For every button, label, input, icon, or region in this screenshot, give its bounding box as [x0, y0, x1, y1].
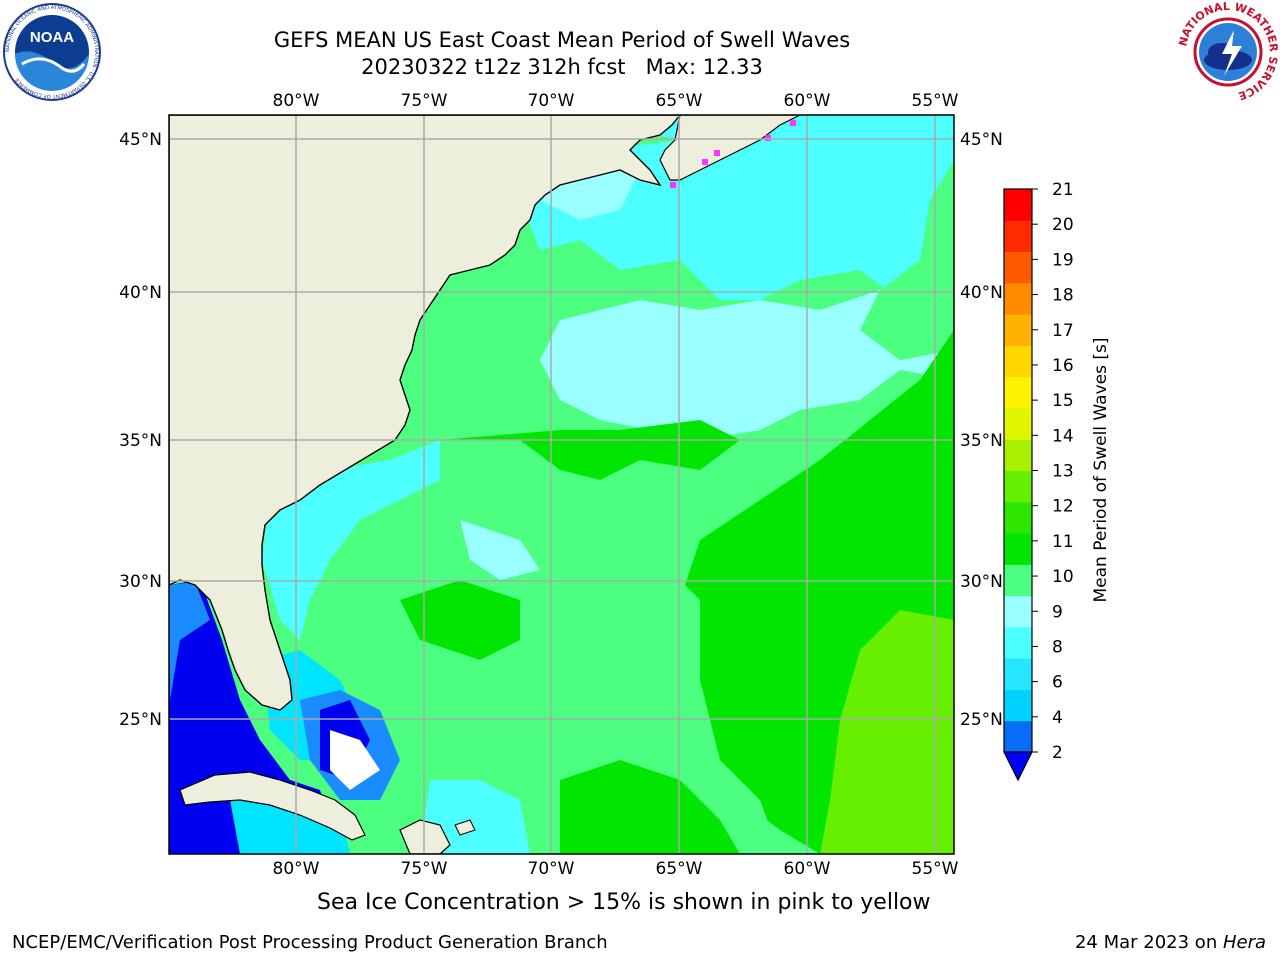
colorbar-tick-label: 18	[1052, 286, 1074, 306]
cuba-land	[179, 771, 366, 841]
lon-labels-bottom: 80°W 75°W 70°W 65°W 60°W 55°W	[273, 859, 959, 879]
lon-label: 60°W	[784, 859, 831, 879]
colorbar-tick-label: 16	[1052, 356, 1074, 376]
colorbar-tick-label: 6	[1052, 673, 1063, 693]
colorbar-swatch	[1004, 720, 1032, 753]
colorbar-swatch	[1004, 376, 1032, 409]
lon-label: 55°W	[912, 91, 959, 111]
colorbar-tick-label: 20	[1052, 215, 1074, 235]
colorbar-tick-label: 2	[1052, 743, 1063, 763]
lon-label: 75°W	[401, 91, 448, 111]
lat-labels-left: 45°N 40°N 35°N 30°N 25°N	[119, 130, 162, 730]
colorbar-tick-label: 14	[1052, 426, 1074, 446]
lon-label: 65°W	[656, 91, 703, 111]
lon-label: 70°W	[528, 91, 575, 111]
lon-label: 80°W	[273, 859, 320, 879]
colorbar-tick-label: 8	[1052, 637, 1063, 657]
colorbar-tick-label: 9	[1052, 602, 1063, 622]
date-stamp: 24 Mar 2023 on Hera	[1075, 932, 1266, 953]
puerto-rico-land	[454, 819, 476, 836]
colorbar-tick-label: 12	[1052, 497, 1074, 517]
colorbar-tick-label: 11	[1052, 532, 1074, 552]
sea-ice-note: Sea Ice Concentration > 15% is shown in …	[317, 890, 931, 915]
lat-label: 45°N	[119, 130, 162, 150]
colorbar-tick-label: 17	[1052, 321, 1074, 341]
map-panel	[169, 115, 954, 854]
colorbar-tick-label: 13	[1052, 462, 1074, 482]
colorbar-swatch	[1004, 533, 1032, 565]
date-text: 24 Mar 2023 on	[1074, 932, 1223, 953]
colorbar-swatch	[1004, 439, 1032, 471]
colorbar-swatch	[1004, 345, 1032, 378]
colorbar-swatch	[1004, 689, 1032, 722]
colorbar-swatch	[1004, 407, 1032, 440]
lon-labels-top: 80°W 75°W 70°W 65°W 60°W 55°W	[273, 91, 959, 111]
colorbar-swatch	[1004, 564, 1032, 597]
lon-label: 70°W	[528, 859, 575, 879]
lat-label: 25°N	[960, 710, 1003, 730]
hispaniola-land	[399, 819, 451, 854]
colorbar-swatch	[1004, 501, 1032, 534]
lat-label: 40°N	[960, 283, 1003, 303]
sea-ice-markers	[670, 120, 796, 188]
lat-label: 35°N	[960, 431, 1003, 451]
lat-label: 45°N	[960, 130, 1003, 150]
lon-label: 65°W	[656, 859, 703, 879]
lat-labels-right: 45°N 40°N 35°N 30°N 25°N	[960, 130, 1003, 730]
colorbar-swatch	[1004, 595, 1032, 628]
colorbar-swatch	[1004, 220, 1032, 253]
colorbar-title: Mean Period of Swell Waves [s]	[1091, 338, 1111, 603]
nova-scotia-land	[659, 115, 801, 181]
colorbar-swatch	[1004, 470, 1032, 503]
colorbar-ticks: 2 4 6 8 9 10 11 12 13 14 15 16 17 18 19 20 21	[1032, 180, 1074, 763]
lon-label: 75°W	[401, 859, 448, 879]
noaa-logo: NOAA NATIONAL OCEANIC AND ATMOSPHERIC AD…	[3, 3, 101, 101]
colorbar-tick-label: 15	[1052, 391, 1074, 411]
colorbar-swatch	[1004, 251, 1032, 284]
lat-label: 40°N	[119, 283, 162, 303]
lon-label: 55°W	[912, 859, 959, 879]
noaa-logo-text: NOAA	[30, 29, 74, 46]
lon-label: 80°W	[273, 91, 320, 111]
colorbar-swatch	[1004, 314, 1032, 346]
colorbar-swatch	[1004, 658, 1032, 690]
colorbar: 2 4 6 8 9 10 11 12 13 14 15 16 17 18 19 20 21 Mean Perio…	[1003, 180, 1111, 782]
lon-label: 60°W	[784, 91, 831, 111]
colorbar-swatch	[1004, 626, 1032, 659]
map-title: GEFS MEAN US East Coast Mean Period of S…	[273, 28, 851, 52]
colorbar-tick-label: 4	[1052, 708, 1063, 728]
lat-label: 25°N	[119, 710, 162, 730]
colorbar-extend-arrow	[1003, 751, 1033, 782]
colorbar-tick-label: 21	[1052, 180, 1074, 200]
nws-logo: NATIONAL WEATHER SERVICE	[1178, 2, 1278, 102]
lat-label: 30°N	[960, 572, 1003, 592]
machine-name: Hera	[1222, 932, 1266, 953]
producer-credit: NCEP/EMC/Verification Post Processing Pr…	[12, 932, 608, 953]
lat-label: 30°N	[119, 572, 162, 592]
forecast-subtitle: 20230322 t12z 312h fcst Max: 12.33	[361, 55, 763, 79]
colorbar-swatches	[1004, 189, 1032, 753]
colorbar-tick-label: 10	[1052, 567, 1074, 587]
graticule	[169, 115, 954, 854]
colorbar-swatch	[1004, 189, 1032, 221]
map-frame	[168, 114, 955, 855]
colorbar-swatch	[1004, 282, 1032, 315]
colorbar-tick-label: 19	[1052, 250, 1074, 270]
lat-label: 35°N	[119, 431, 162, 451]
